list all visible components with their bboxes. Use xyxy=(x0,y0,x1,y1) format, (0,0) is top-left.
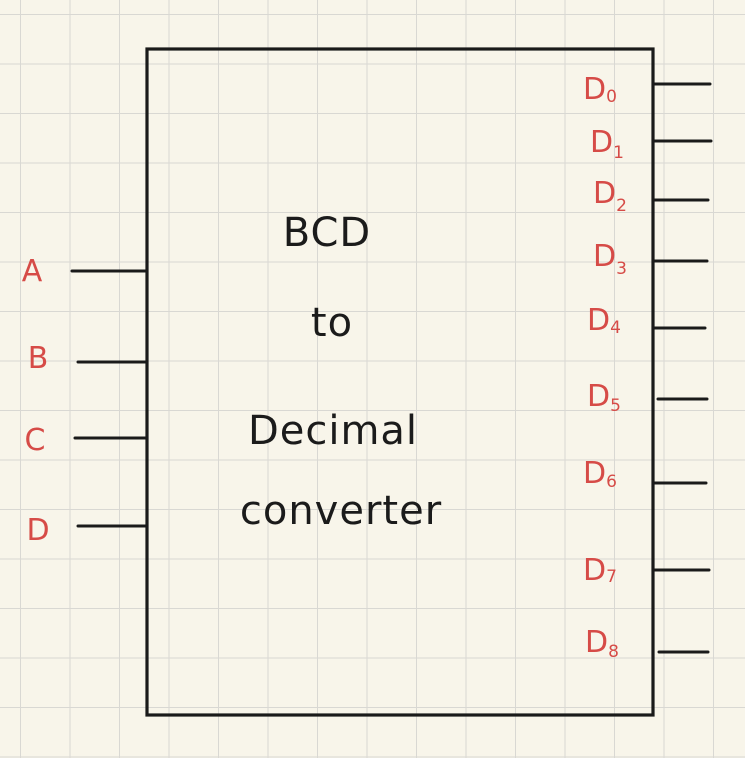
converter-block xyxy=(145,47,655,717)
block-title-line-1: BCD xyxy=(283,210,371,256)
output-label-d4: D4 xyxy=(587,303,621,338)
output-label-d1: D1 xyxy=(590,125,624,163)
block-title-line-3: Decimal xyxy=(248,408,418,454)
output-label-d8: D8 xyxy=(585,625,619,662)
output-label-d5: D5 xyxy=(587,379,621,416)
input-label-c: C xyxy=(25,423,46,458)
block-title-line-4: converter xyxy=(240,488,442,534)
output-label-d0: D0 xyxy=(583,72,617,107)
output-label-d6: D6 xyxy=(583,456,617,492)
block-title-line-2: to xyxy=(311,300,353,346)
input-label-a: A xyxy=(22,254,43,289)
output-label-d7: D7 xyxy=(583,553,617,588)
input-label-b: B xyxy=(28,341,49,376)
output-label-d2: D2 xyxy=(593,176,627,216)
output-label-d3: D3 xyxy=(593,239,627,279)
input-label-d: D xyxy=(26,513,49,548)
